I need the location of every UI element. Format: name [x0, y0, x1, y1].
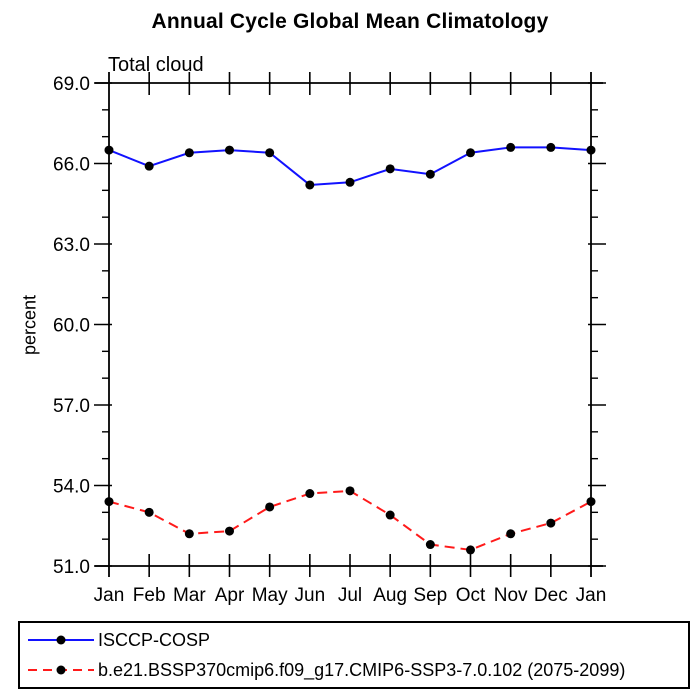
x-tick-label: Aug	[373, 585, 407, 606]
legend-label: b.e21.BSSP370cmip6.f09_g17.CMIP6-SSP3-7.…	[98, 659, 626, 680]
data-point-marker	[466, 545, 475, 555]
x-tick-label: Apr	[215, 585, 245, 606]
data-point-marker	[104, 145, 114, 155]
data-point-marker	[265, 502, 275, 512]
data-point-marker	[506, 529, 516, 539]
data-point-marker	[345, 486, 355, 496]
data-point-marker	[144, 507, 154, 517]
data-point-marker	[385, 164, 395, 174]
y-tick-label: 69.0	[53, 74, 90, 95]
data-point-marker	[385, 510, 395, 520]
data-point-marker	[425, 540, 435, 550]
data-point-marker	[305, 180, 315, 190]
y-tick-label: 54.0	[53, 477, 90, 498]
x-tick-label: Oct	[456, 585, 486, 606]
data-point-marker	[425, 169, 435, 179]
y-tick-label: 63.0	[53, 235, 90, 256]
x-tick-label: May	[252, 585, 288, 606]
chart-title: Annual Cycle Global Mean Climatology	[151, 10, 549, 33]
x-tick-label: Sep	[413, 585, 447, 606]
legend-item-isccp: ISCCP-COSP	[26, 625, 684, 655]
legend-item-model: b.e21.BSSP370cmip6.f09_g17.CMIP6-SSP3-7.…	[26, 655, 684, 685]
x-tick-label: Jul	[338, 585, 362, 606]
data-point-marker	[184, 148, 194, 158]
data-point-marker	[104, 497, 114, 507]
legend-line-sample-solid	[28, 635, 94, 645]
x-tick-label: Jun	[295, 585, 326, 606]
x-tick-label: Jan	[94, 585, 125, 606]
data-point-marker	[546, 518, 556, 528]
data-point-marker	[144, 161, 154, 171]
data-point-marker	[506, 142, 516, 152]
y-tick-label: 57.0	[53, 396, 90, 417]
data-point-marker	[225, 145, 234, 155]
x-tick-label: Dec	[534, 585, 568, 606]
data-point-marker	[225, 526, 234, 536]
data-point-marker	[546, 142, 556, 152]
x-tick-label: Nov	[494, 585, 528, 606]
data-point-marker	[184, 529, 194, 539]
series-line-1	[108, 489, 592, 551]
data-point-marker	[305, 489, 315, 499]
data-point-marker	[586, 145, 596, 155]
legend-marker-dot-icon	[56, 635, 66, 645]
y-tick-label: 60.0	[53, 316, 90, 337]
x-tick-label: Mar	[173, 585, 206, 606]
data-point-marker	[466, 148, 475, 158]
legend-marker-dot-icon	[56, 665, 66, 675]
data-point-marker	[586, 497, 596, 507]
legend-label: ISCCP-COSP	[98, 629, 211, 650]
legend-box: ISCCP-COSP b.e21.BSSP370cmip6.f09_g17.CM…	[18, 621, 690, 689]
legend-line-sample-dashed	[28, 665, 94, 675]
y-tick-label: 51.0	[53, 557, 90, 578]
y-tick-label: 66.0	[53, 155, 90, 176]
x-tick-label: Jan	[576, 585, 607, 606]
data-point-marker	[345, 177, 355, 187]
chart-subtitle: Total cloud	[108, 54, 204, 76]
data-point-marker	[265, 148, 275, 158]
x-tick-label: Feb	[133, 585, 166, 606]
